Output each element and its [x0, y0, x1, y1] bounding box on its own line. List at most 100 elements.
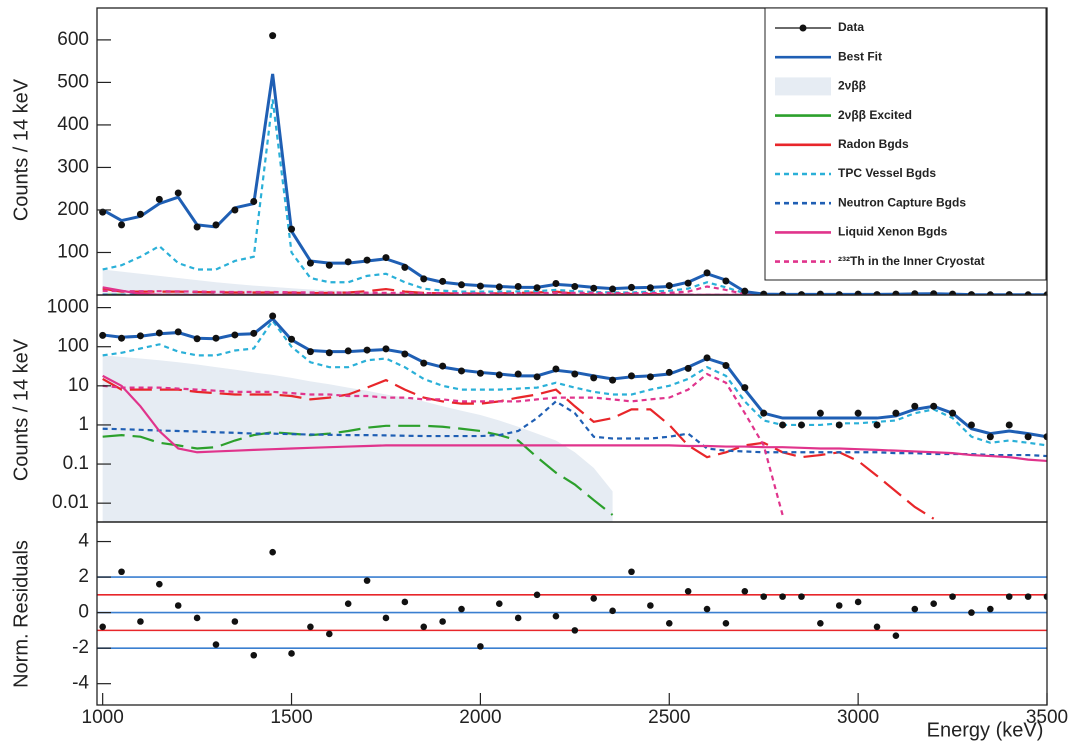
data-point	[892, 410, 899, 417]
data-point	[779, 421, 786, 428]
residual-point	[930, 600, 937, 607]
residual-point	[118, 568, 125, 575]
residual-point	[590, 595, 597, 602]
y-tick-label: 400	[57, 114, 89, 135]
data-point	[515, 371, 522, 378]
data-point	[156, 329, 163, 336]
residual-point	[704, 606, 711, 613]
data-point	[930, 403, 937, 410]
data-point	[458, 367, 465, 374]
legend-label: Liquid Xenon Bgds	[838, 225, 948, 239]
residual-point	[817, 620, 824, 627]
residual-point	[137, 618, 144, 625]
data-point	[382, 345, 389, 352]
plot-area	[97, 549, 1050, 659]
residual-point	[515, 615, 522, 622]
residual-point	[364, 577, 371, 584]
data-point	[722, 277, 729, 284]
data-point	[892, 291, 899, 298]
data-point	[704, 269, 711, 276]
plot-area	[99, 312, 1050, 522]
residual-point	[628, 568, 635, 575]
data-point	[194, 335, 201, 342]
data-point	[477, 370, 484, 377]
data-point	[968, 421, 975, 428]
x-tick-label: 1000	[82, 707, 124, 728]
residual-point	[968, 609, 975, 616]
x-tick-label: 3500	[1026, 707, 1068, 728]
residual-point	[874, 624, 881, 631]
x-tick-label: 2000	[459, 707, 501, 728]
data-point	[137, 211, 144, 218]
residual-point	[288, 650, 295, 657]
data-point	[760, 291, 767, 298]
data-point	[231, 206, 238, 213]
data-point	[874, 421, 881, 428]
y-tick-label: 600	[57, 29, 89, 50]
data-point	[722, 362, 729, 369]
data-point	[609, 286, 616, 293]
legend-label: 2νββ Excited	[838, 108, 912, 122]
data-point	[949, 410, 956, 417]
x-tick-label: 3000	[837, 707, 879, 728]
y-axis-label: Counts / 14 keV	[10, 78, 32, 221]
data-point	[326, 349, 333, 356]
y-tick-label: 1000	[47, 297, 89, 318]
y-tick-label: 200	[57, 199, 89, 220]
panel-frame	[97, 522, 1047, 705]
residual-point	[307, 624, 314, 631]
residual-point	[175, 602, 182, 609]
residual-point	[213, 641, 220, 648]
residual-point	[553, 613, 560, 620]
residual-point	[855, 599, 862, 606]
y-tick-label: 100	[57, 241, 89, 262]
data-point	[666, 369, 673, 376]
data-point	[420, 275, 427, 282]
legend-swatch	[800, 25, 807, 32]
residual-point	[742, 588, 749, 595]
residual-point	[723, 620, 730, 627]
data-point	[250, 330, 257, 337]
data-point	[364, 347, 371, 354]
residual-point	[760, 593, 767, 600]
residual-point	[156, 581, 163, 588]
y-tick-label: 0.01	[52, 492, 89, 513]
legend-label: Data	[838, 20, 864, 34]
data-point	[855, 410, 862, 417]
data-point	[1025, 433, 1032, 440]
data-point	[666, 282, 673, 289]
data-point	[515, 283, 522, 290]
legend-label: ²³²Th in the Inner Cryostat	[838, 254, 985, 268]
data-point	[231, 331, 238, 338]
data-point	[930, 290, 937, 297]
data-point	[364, 257, 371, 264]
data-point	[836, 421, 843, 428]
data-point	[175, 189, 182, 196]
data-point	[590, 285, 597, 292]
legend-label: Radon Bgds	[838, 137, 909, 151]
y-tick-label: 0.1	[63, 453, 89, 474]
y-tick-label: 100	[57, 336, 89, 357]
data-point	[496, 283, 503, 290]
y-tick-label: 0	[78, 602, 89, 623]
y-tick-label: 4	[78, 531, 89, 552]
x-tick-label: 2500	[648, 707, 690, 728]
data-point	[552, 365, 559, 372]
residual-point	[420, 624, 427, 631]
y-tick-label: -4	[72, 673, 89, 694]
y-tick-label: 300	[57, 156, 89, 177]
data-point	[911, 290, 918, 297]
residual-point	[383, 615, 390, 622]
data-point	[647, 373, 654, 380]
data-point	[477, 283, 484, 290]
data-point	[194, 223, 201, 230]
data-point	[345, 258, 352, 265]
data-point	[590, 374, 597, 381]
area	[103, 355, 613, 522]
data-point	[288, 336, 295, 343]
data-point	[571, 371, 578, 378]
residual-point	[534, 592, 541, 599]
residual-point	[798, 593, 805, 600]
data-point	[949, 291, 956, 298]
